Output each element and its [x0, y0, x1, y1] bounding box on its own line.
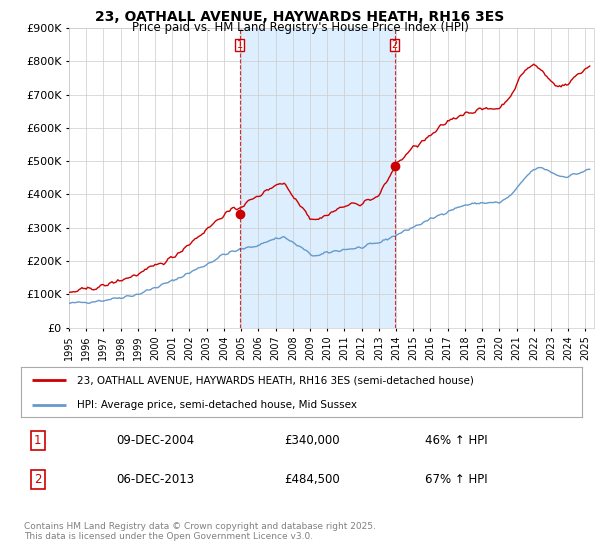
Text: £484,500: £484,500	[284, 473, 340, 486]
Text: 46% ↑ HPI: 46% ↑ HPI	[425, 434, 488, 447]
Text: Contains HM Land Registry data © Crown copyright and database right 2025.
This d: Contains HM Land Registry data © Crown c…	[24, 522, 376, 542]
Text: 2: 2	[34, 473, 41, 486]
Text: 23, OATHALL AVENUE, HAYWARDS HEATH, RH16 3ES: 23, OATHALL AVENUE, HAYWARDS HEATH, RH16…	[95, 10, 505, 24]
Text: 23, OATHALL AVENUE, HAYWARDS HEATH, RH16 3ES (semi-detached house): 23, OATHALL AVENUE, HAYWARDS HEATH, RH16…	[77, 375, 474, 385]
Text: 1: 1	[34, 434, 41, 447]
Text: 2: 2	[391, 40, 398, 50]
Text: 09-DEC-2004: 09-DEC-2004	[116, 434, 194, 447]
Text: HPI: Average price, semi-detached house, Mid Sussex: HPI: Average price, semi-detached house,…	[77, 400, 357, 409]
Text: 06-DEC-2013: 06-DEC-2013	[116, 473, 194, 486]
Bar	[240, 28, 395, 328]
Text: 1: 1	[236, 40, 243, 50]
Text: 67% ↑ HPI: 67% ↑ HPI	[425, 473, 488, 486]
Text: £340,000: £340,000	[284, 434, 340, 447]
Text: Price paid vs. HM Land Registry's House Price Index (HPI): Price paid vs. HM Land Registry's House …	[131, 21, 469, 34]
